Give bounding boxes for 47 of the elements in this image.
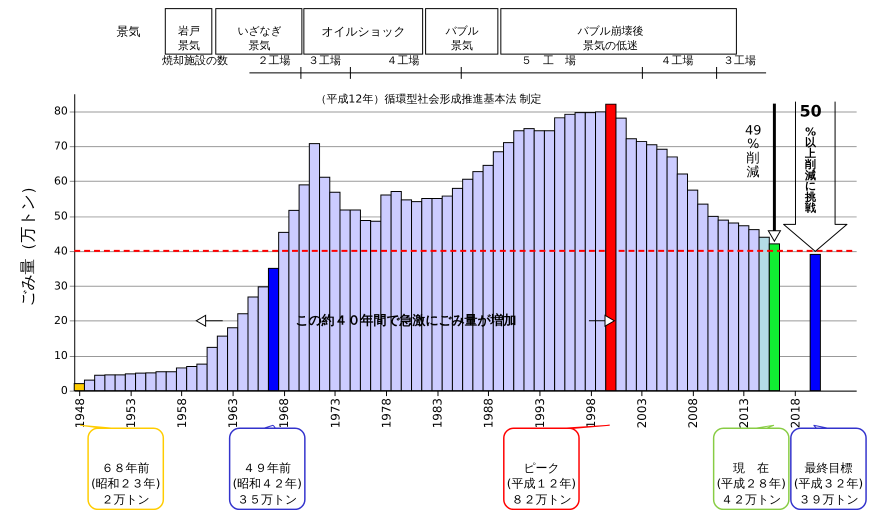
y-axis-title: ごみ量（万トン） [18, 178, 38, 307]
text: 現 在(平成２８年)４２万トン [716, 460, 786, 506]
text: 岩戸 [178, 24, 200, 38]
text: ６８年前(昭和２３年)２万トン [91, 460, 160, 506]
y-tick-label: 40 [54, 244, 68, 258]
text: ４９年前(昭和４２年)３５万トン [232, 460, 302, 506]
text: ５ 工 場 [520, 54, 576, 68]
x-tick-label: 2008 [686, 398, 700, 428]
y-tick-label: 30 [54, 279, 68, 292]
x-tick-label: 1998 [584, 398, 598, 428]
text: 景気 [116, 24, 141, 38]
x-tick-label: 2003 [634, 398, 649, 428]
x-tick-label: 1963 [226, 398, 240, 428]
text: 焼却施設の数 [162, 54, 228, 68]
text: 景気 [178, 39, 200, 52]
x-tick-label: 1953 [124, 398, 138, 428]
x-tick-label: 1983 [430, 398, 445, 428]
x-tick-label: 1968 [277, 398, 292, 428]
text: ４工場 [660, 54, 694, 68]
x-tick-label: 1993 [532, 398, 547, 428]
text: ３工場 [308, 54, 342, 68]
text: 50%以上削減に挑戦 [800, 101, 822, 214]
x-tick-label: 2013 [737, 398, 752, 428]
text: ピーク(平成１２年)８２万トン [506, 460, 576, 506]
x-tick-label: 1973 [328, 398, 342, 428]
text: ２工場 [258, 54, 291, 68]
annotation: 49%削減 [745, 123, 762, 180]
x-tick-label: 1958 [175, 398, 190, 428]
text: バブル崩壊後景気の低迷 [576, 24, 644, 52]
y-tick-label: 20 [54, 314, 68, 328]
x-tick-label: 1948 [72, 398, 87, 428]
text: オイルショック [321, 24, 406, 38]
x-tick-label: 1988 [482, 398, 496, 428]
text: ４工場 [386, 54, 420, 68]
y-tick-label: 80 [54, 104, 68, 118]
x-tick-label: 2018 [788, 398, 802, 428]
text: いざなぎ景気 [237, 24, 282, 52]
y-tick-label: 10 [54, 349, 68, 362]
y-tick-label: 60 [54, 174, 68, 188]
x-tick-label: 1978 [379, 398, 394, 428]
text: ３工場 [722, 54, 756, 68]
y-tick-label: 0 [60, 384, 68, 398]
annotation: （平成12年）循環型社会形成推進基本法 制定 [315, 92, 542, 106]
y-tick-label: 50 [54, 209, 68, 222]
text: バブル景気 [444, 24, 479, 52]
y-tick-label: 70 [54, 140, 68, 153]
text: 最終目標(平成３２年)３９万トン [794, 460, 864, 506]
